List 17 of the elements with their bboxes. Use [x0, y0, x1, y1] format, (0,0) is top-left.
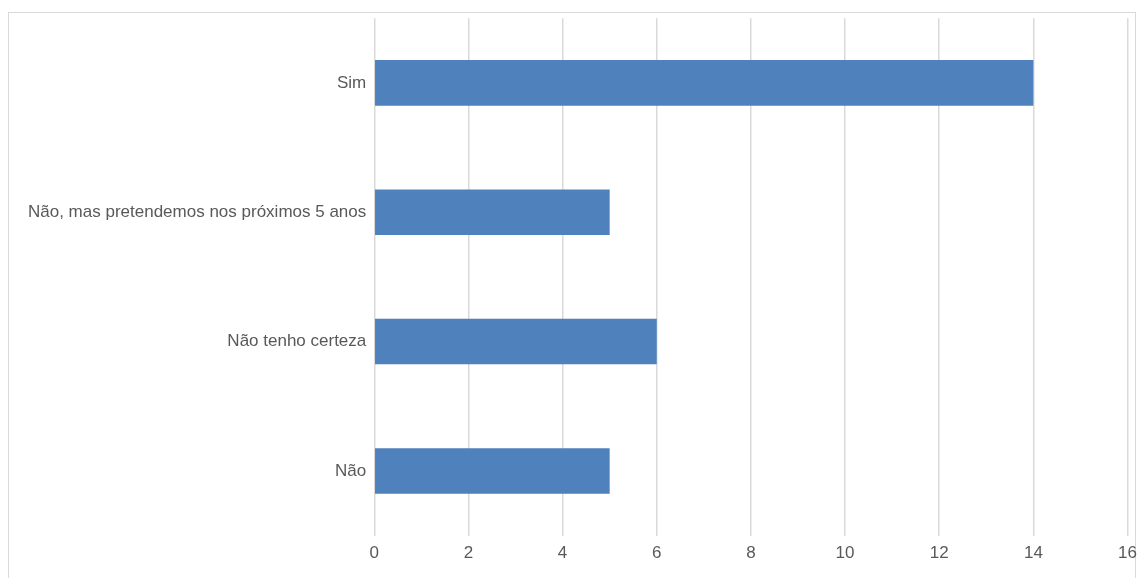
y-tick-label: Não tenho certeza	[227, 331, 367, 351]
x-tick-label: 2	[463, 543, 474, 563]
bar	[375, 448, 610, 494]
x-tick-label: 0	[369, 543, 380, 563]
x-tick-label: 10	[835, 543, 855, 563]
x-tick-label: 14	[1023, 543, 1043, 563]
y-tick-label: Não, mas pretendemos nos próximos 5 anos	[27, 201, 367, 221]
x-tick-label: 6	[652, 543, 662, 563]
x-tick-label: 4	[557, 543, 568, 563]
x-tick-label: 8	[746, 543, 756, 563]
x-tick-label: 12	[929, 543, 949, 563]
bar	[375, 60, 1034, 106]
bar	[375, 189, 610, 235]
x-tick-label: 16	[1118, 543, 1138, 563]
y-tick-label: Sim	[337, 72, 367, 92]
bar	[375, 318, 657, 365]
y-tick-label: Não	[335, 460, 367, 480]
